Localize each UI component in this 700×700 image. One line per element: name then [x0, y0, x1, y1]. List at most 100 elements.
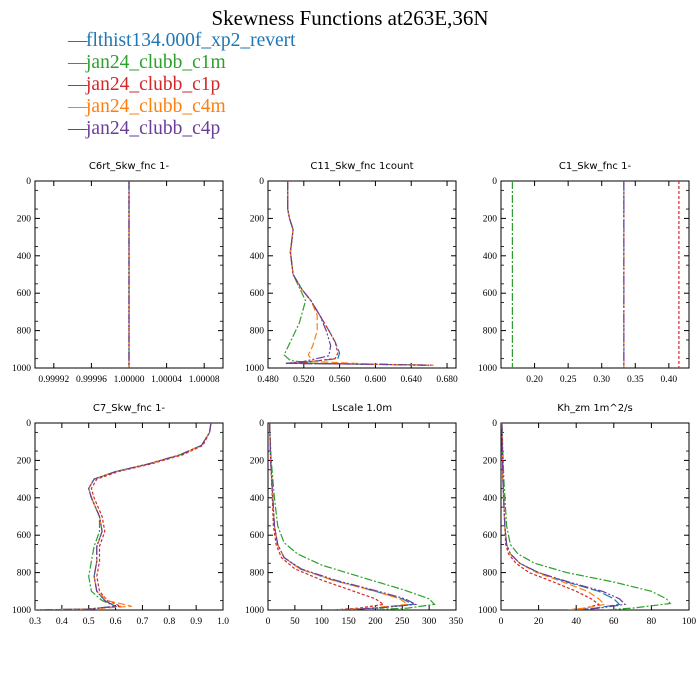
x-tick-label: 1.00004 — [151, 375, 182, 385]
y-tick-label: 800 — [483, 327, 498, 337]
x-tick-label: 0.20 — [526, 375, 543, 385]
series-line-4 — [35, 423, 212, 610]
y-tick-label: 1000 — [478, 364, 497, 374]
subplot-title: Kh_zm 1m^2/s — [557, 403, 633, 414]
x-tick-label: 0 — [499, 617, 504, 627]
y-tick-label: 400 — [483, 252, 498, 262]
y-tick-label: 1000 — [478, 606, 497, 616]
y-tick-label: 0 — [492, 419, 497, 429]
subplot-title: C11_Skw_fnc 1count — [310, 161, 413, 172]
y-tick-label: 0 — [26, 419, 31, 429]
x-tick-label: 40 — [571, 617, 581, 627]
x-tick-label: 0.600 — [365, 375, 387, 385]
series-line-3 — [285, 181, 434, 366]
y-tick-label: 600 — [483, 289, 498, 299]
x-tick-label: 250 — [395, 617, 410, 627]
legend-item: —jan24_clubb_c1m — [68, 52, 296, 74]
axes-frame — [500, 180, 690, 369]
series-line-1 — [35, 423, 212, 610]
x-tick-label: 0.7 — [136, 617, 148, 627]
legend-dash-icon: — — [68, 52, 88, 73]
y-tick-label: 400 — [483, 494, 498, 504]
x-tick-label: 0 — [266, 617, 271, 627]
series-line-5 — [35, 423, 212, 610]
y-tick-label: 0 — [259, 419, 264, 429]
y-tick-label: 0 — [26, 177, 31, 187]
series-line-3 — [35, 423, 212, 610]
x-tick-label: 0.480 — [257, 375, 279, 385]
x-tick-label: 0.560 — [329, 375, 351, 385]
axes-frame — [500, 422, 690, 611]
subplot-6: Kh_zm 1m^2/s0 20 40 60 80 1000200400600800100… — [478, 403, 696, 627]
y-tick-label: 600 — [17, 531, 32, 541]
y-tick-label: 800 — [250, 569, 265, 579]
y-tick-label: 400 — [17, 252, 32, 262]
y-tick-label: 800 — [17, 569, 32, 579]
x-tick-label: 0.4 — [56, 617, 68, 627]
x-tick-label: 0.99992 — [38, 375, 69, 385]
x-tick-label: 150 — [341, 617, 356, 627]
y-tick-label: 1000 — [12, 606, 31, 616]
y-tick-label: 400 — [250, 252, 265, 262]
legend-label: flthist134.000f_xp2_revert — [86, 30, 296, 51]
y-tick-label: 200 — [17, 456, 32, 466]
x-tick-label: 80 — [647, 617, 657, 627]
y-tick-label: 200 — [483, 456, 498, 466]
y-tick-label: 400 — [17, 494, 32, 504]
legend-item: —jan24_clubb_c4m — [68, 96, 296, 118]
series-line-2 — [35, 423, 212, 610]
x-tick-label: 20 — [534, 617, 544, 627]
legend-dash-icon: — — [68, 118, 88, 139]
subplot-title: C1_Skw_fnc 1- — [559, 161, 632, 172]
x-tick-label: 0.9 — [190, 617, 202, 627]
y-tick-label: 0 — [492, 177, 497, 187]
series-line-2 — [269, 423, 436, 610]
legend-item: —flthist134.000f_xp2_revert — [68, 30, 296, 52]
y-tick-label: 1000 — [245, 364, 264, 374]
subplot-1: C6rt_Skw_fnc 1- 0.99992 0.99996 1.00000 1.00… — [12, 161, 224, 385]
legend-dash-icon: — — [68, 96, 88, 117]
x-tick-label: 200 — [368, 617, 383, 627]
series-line-2 — [501, 423, 672, 610]
x-tick-label: 0.680 — [436, 375, 458, 385]
x-tick-label: 50 — [290, 617, 300, 627]
x-tick-label: 0.3 — [29, 617, 41, 627]
legend-label: jan24_clubb_c4m — [86, 96, 226, 117]
x-tick-label: 0.99996 — [76, 375, 107, 385]
figure-title: Skewness Functions at263E,36N — [211, 6, 489, 30]
subplot-title: C7_Skw_fnc 1- — [93, 403, 166, 414]
y-tick-label: 800 — [17, 327, 32, 337]
series-line-2 — [283, 181, 430, 366]
legend: —flthist134.000f_xp2_revert —jan24_clubb… — [68, 30, 296, 140]
series-line-3 — [501, 423, 601, 610]
series-line-1 — [285, 181, 430, 366]
series-line-5 — [285, 181, 430, 366]
series-line-1 — [501, 423, 621, 610]
x-tick-label: 0.6 — [110, 617, 122, 627]
x-tick-label: 0.8 — [163, 617, 175, 627]
y-tick-label: 200 — [483, 214, 498, 224]
series-line-4 — [287, 181, 434, 366]
y-tick-label: 800 — [250, 327, 265, 337]
series-line-1 — [269, 423, 416, 610]
y-tick-label: 200 — [250, 214, 265, 224]
legend-item: —jan24_clubb_c4p — [68, 118, 296, 140]
legend-label: jan24_clubb_c1m — [86, 52, 226, 73]
subplot-3: C1_Skw_fnc 1- 0.20 0.25 0.30 0.35 0.40 0 200 400… — [478, 161, 690, 385]
x-tick-label: 0.520 — [293, 375, 315, 385]
series-line-5 — [269, 423, 418, 610]
subplot-2: C11_Skw_fnc 1count 0.480 0.520 0.560 0.600 0.… — [245, 161, 458, 385]
axes-frame — [267, 422, 457, 611]
y-tick-label: 600 — [17, 289, 32, 299]
x-tick-label: 100 — [315, 617, 330, 627]
subplot-5: Lscale 1.0m 0 50 100 150 200 250 300 350 0 200 400 6… — [245, 403, 463, 627]
y-tick-label: 0 — [259, 177, 264, 187]
x-tick-label: 0.40 — [661, 375, 678, 385]
y-tick-label: 800 — [483, 569, 498, 579]
series-line-5 — [501, 423, 627, 610]
x-tick-label: 100 — [682, 617, 697, 627]
x-tick-label: 0.5 — [83, 617, 95, 627]
subplot-4: C7_Skw_fnc 1- 0.3 0.4 0.5 0.6 0.7 0.8 0.9 1.0 0 20… — [12, 403, 229, 627]
x-tick-label: 60 — [609, 617, 619, 627]
